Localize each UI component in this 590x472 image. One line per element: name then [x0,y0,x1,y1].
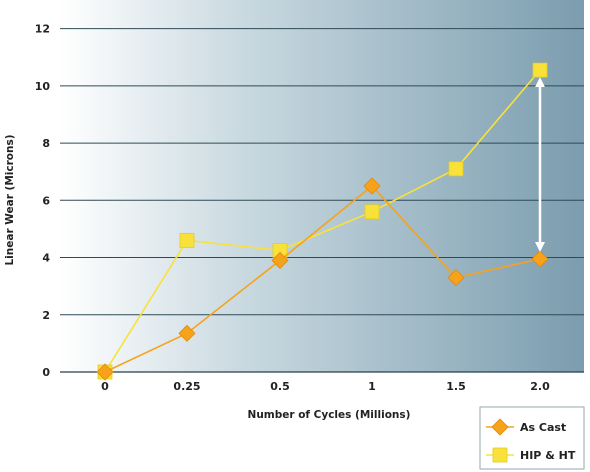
as-cast-point [271,251,289,269]
x-tick-label: 0 [101,380,109,393]
as-cast-point [531,250,549,268]
y-tick-label: 6 [42,194,50,207]
grid-lines [60,28,584,316]
y-tick-label: 2 [42,309,50,322]
x-tick-label: 2.0 [530,380,550,393]
y-tick-label: 0 [42,366,50,379]
x-tick-label: 1.5 [446,380,466,393]
plot-background [60,0,584,372]
as-cast-point [447,269,465,287]
y-tick-label: 12 [35,23,50,36]
as-cast-point [96,363,114,381]
hip-ht-point [179,232,195,248]
legend-as-cast-label: As Cast [520,421,566,434]
hip-ht-point [448,161,464,177]
legend-as-cast-marker [491,418,509,436]
x-tick-labels: 0 0.25 0.5 1 1.5 2.0 [101,380,550,393]
as-cast-point [363,177,381,195]
series-group [96,62,549,381]
legend: As Cast HIP & HT [479,406,585,470]
y-axis-label: Linear Wear (Microns) [4,134,16,265]
y-tick-labels: 0 2 4 6 8 10 12 [35,23,51,379]
legend-hip-ht-marker [492,447,508,463]
legend-hip-ht-label: HIP & HT [520,449,576,462]
x-tick-label: 1 [368,380,376,393]
x-tick-label: 0.5 [270,380,290,393]
y-tick-label: 10 [35,80,51,93]
y-tick-label: 8 [42,137,50,150]
hip-ht-point [532,62,548,78]
as-cast-point [178,324,196,342]
hip-ht-series-line [104,69,541,373]
hip-ht-point [364,204,380,220]
x-tick-label: 0.25 [173,380,200,393]
as-cast-series-line [104,184,541,373]
x-axis-label: Number of Cycles (Millions) [248,409,411,421]
y-tick-label: 4 [42,252,50,265]
